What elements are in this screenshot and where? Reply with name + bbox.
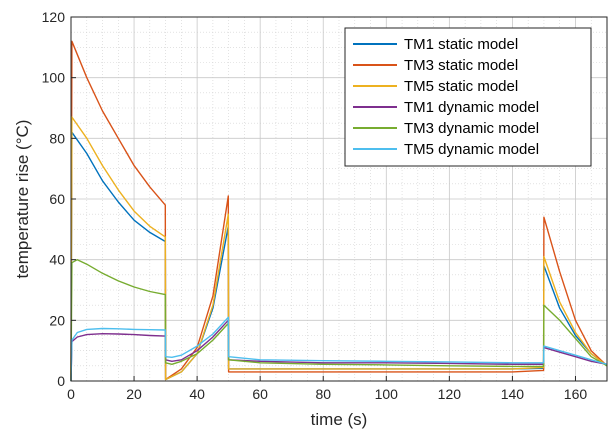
x-axis-label: time (s) <box>311 410 368 429</box>
tick-labels: 0 20 40 60 80 100 120 140 160 0 20 40 60 80 100 120 <box>42 9 588 402</box>
x-tick-label: 60 <box>252 386 268 402</box>
x-tick-label: 160 <box>564 386 588 402</box>
y-tick-label: 0 <box>57 373 65 389</box>
legend-entry: TM3 dynamic model <box>404 120 539 137</box>
x-tick-label: 100 <box>375 386 399 402</box>
x-tick-label: 80 <box>315 386 331 402</box>
series-line-6 <box>70 316 608 382</box>
y-tick-label: 40 <box>49 252 65 268</box>
series-line-2 <box>70 40 608 382</box>
x-tick-label: 20 <box>126 386 142 402</box>
series-line-5 <box>70 259 608 382</box>
y-tick-label: 100 <box>42 70 66 86</box>
x-tick-label: 40 <box>189 386 205 402</box>
series-line-3 <box>70 116 608 382</box>
legend-entry: TM3 static model <box>404 57 518 74</box>
x-tick-label: 140 <box>501 386 525 402</box>
legend-entry: TM5 static model <box>404 78 518 95</box>
legend-entry: TM1 static model <box>404 36 518 53</box>
y-tick-label: 80 <box>49 130 65 146</box>
y-axis-label: temperature rise (°C) <box>13 120 32 279</box>
x-tick-label: 120 <box>438 386 462 402</box>
y-tick-label: 60 <box>49 191 65 207</box>
legend-entry: TM5 dynamic model <box>404 141 539 158</box>
x-tick-label: 0 <box>67 386 75 402</box>
legend-box <box>344 27 592 167</box>
legend: TM1 static model TM3 static model TM5 stat… <box>344 27 592 167</box>
series-lines <box>70 40 608 382</box>
y-tick-label: 20 <box>49 312 65 328</box>
legend-entry: TM1 dynamic model <box>404 99 539 116</box>
y-tick-label: 120 <box>42 9 66 25</box>
